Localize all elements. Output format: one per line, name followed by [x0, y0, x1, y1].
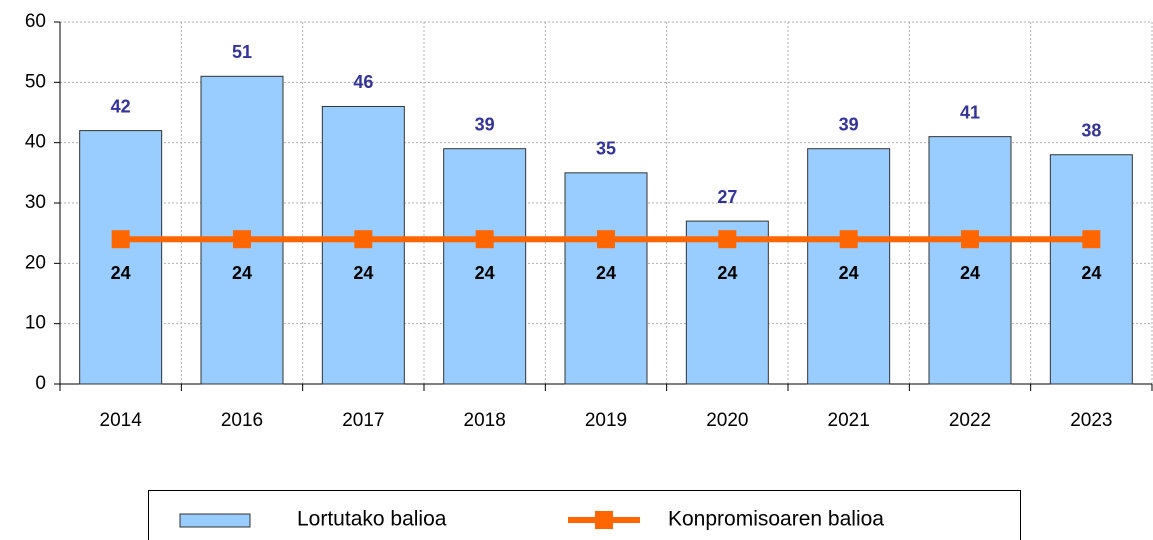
x-tick-label: 2022	[949, 410, 991, 431]
bar	[1049, 154, 1133, 385]
y-tick-label: 30	[25, 192, 46, 213]
bar-value-label: 27	[717, 187, 737, 207]
line-marker	[597, 230, 615, 249]
x-tick-label: 2016	[221, 410, 263, 431]
bar	[200, 75, 284, 385]
y-tick-label: 40	[25, 132, 46, 153]
line-value-label: 24	[717, 263, 737, 283]
legend-swatch	[179, 513, 251, 528]
line-value-label: 24	[1081, 263, 1101, 283]
bar-value-label: 39	[475, 114, 495, 134]
line-marker	[111, 230, 130, 249]
bar-value-label: 41	[960, 102, 980, 122]
x-tick-label: 2017	[342, 410, 384, 431]
bar-value-label: 46	[353, 72, 373, 92]
bar-value-label: 51	[232, 42, 252, 62]
y-tick-label: 20	[25, 252, 46, 273]
line-marker	[1082, 230, 1101, 249]
legend-box	[148, 490, 1021, 540]
x-tick-label: 2021	[828, 410, 870, 431]
bar	[928, 136, 1012, 385]
bar-value-label: 42	[111, 96, 131, 116]
y-tick-label: 60	[25, 11, 46, 32]
x-tick-label: 2014	[100, 410, 143, 431]
x-tick-label: 2020	[706, 410, 748, 431]
x-tick-label: 2023	[1070, 410, 1112, 431]
line-value-label: 24	[596, 263, 616, 283]
x-tick-label: 2019	[585, 410, 627, 431]
line-marker	[354, 230, 373, 249]
line-marker	[718, 230, 737, 249]
legend-swatch-marker	[595, 511, 613, 529]
legend-label: Lortutako balioa	[297, 508, 447, 531]
bar	[685, 220, 769, 385]
bar	[443, 148, 527, 385]
bar-value-label: 39	[839, 114, 859, 134]
bar	[79, 130, 163, 385]
line-value-label: 24	[960, 263, 980, 283]
line-marker	[961, 230, 979, 249]
y-tick-label: 0	[35, 373, 46, 394]
x-tick-label: 2018	[464, 410, 506, 431]
bar	[807, 148, 891, 385]
line-marker	[839, 230, 858, 249]
line-value-label: 24	[232, 263, 252, 283]
line-marker	[233, 230, 251, 249]
bar-value-label: 38	[1081, 120, 1101, 140]
line-value-label: 24	[475, 263, 495, 283]
line-marker	[475, 230, 494, 249]
y-tick-label: 10	[25, 313, 46, 334]
bar-value-label: 35	[596, 139, 616, 159]
line-value-label: 24	[839, 263, 859, 283]
y-tick-label: 50	[25, 71, 46, 92]
legend-label: Konpromisoaren balioa	[668, 508, 884, 531]
bar	[564, 172, 648, 385]
line-value-label: 24	[111, 263, 131, 283]
line-value-label: 24	[353, 263, 373, 283]
